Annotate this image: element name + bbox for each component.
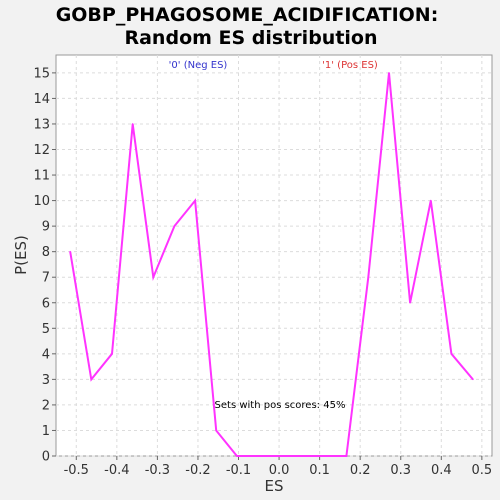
y-tick-label: 7 xyxy=(42,271,50,286)
data-point xyxy=(345,455,348,457)
y-tick-label: 13 xyxy=(33,117,50,132)
x-tick-label: -0.5 xyxy=(64,463,89,478)
pos-scores-annotation: Sets with pos scores: 45% xyxy=(215,400,346,411)
y-tick-label: 5 xyxy=(42,322,50,337)
pos-es-label: '1' (Pos ES) xyxy=(322,60,378,71)
data-point xyxy=(90,378,93,381)
y-tick-label: 9 xyxy=(42,220,50,235)
y-tick-label: 8 xyxy=(42,245,50,260)
data-point xyxy=(256,455,259,457)
y-tick-label: 1 xyxy=(42,424,50,439)
x-tick-label: 0.1 xyxy=(309,463,330,478)
grid-lines xyxy=(56,55,492,457)
y-tick-label: 14 xyxy=(33,92,50,107)
data-point xyxy=(429,199,432,202)
data-point xyxy=(215,429,218,432)
data-point xyxy=(367,276,370,279)
data-point xyxy=(388,72,390,74)
x-tick-label: 0.0 xyxy=(269,463,290,478)
y-tick-label: 6 xyxy=(42,296,50,311)
y-tick-label: 10 xyxy=(33,194,50,209)
data-point xyxy=(277,455,280,457)
data-point xyxy=(173,225,176,227)
x-axis-label: ES xyxy=(265,477,284,495)
chart-title-line1: GOBP_PHAGOSOME_ACIDIFICATION: xyxy=(56,4,439,26)
x-tick-label: -0.2 xyxy=(185,463,210,478)
data-point xyxy=(472,378,474,381)
x-tick-label: 0.2 xyxy=(350,463,371,478)
y-axis-label: P(ES) xyxy=(12,235,30,275)
x-tick-label: -0.4 xyxy=(104,463,129,478)
x-tick-label: -0.3 xyxy=(145,463,170,478)
x-tick-label: 0.3 xyxy=(390,463,411,478)
data-point xyxy=(409,301,411,304)
data-point xyxy=(236,455,238,457)
data-point xyxy=(131,123,134,125)
y-tick-label: 4 xyxy=(42,347,50,362)
data-point xyxy=(111,353,113,355)
y-tick-label: 3 xyxy=(42,373,50,388)
data-point xyxy=(152,276,155,279)
x-tick-label: 0.5 xyxy=(472,463,493,478)
chart-title-line2: Random ES distribution xyxy=(124,27,377,49)
neg-es-label: '0' (Neg ES) xyxy=(169,60,228,71)
data-point xyxy=(194,199,196,202)
series-line xyxy=(69,72,474,457)
data-point xyxy=(319,455,321,457)
x-tick-label: 0.4 xyxy=(431,463,452,478)
y-tick-label: 15 xyxy=(33,66,50,81)
y-tick-label: 2 xyxy=(42,398,50,413)
y-tick-label: 12 xyxy=(33,143,50,158)
data-point xyxy=(298,455,301,457)
x-tick-label: -0.1 xyxy=(226,463,251,478)
series-layer xyxy=(69,72,474,457)
y-tick-label: 0 xyxy=(42,450,50,465)
y-tick-label: 11 xyxy=(33,169,50,184)
data-point xyxy=(450,353,453,355)
data-point xyxy=(69,250,71,253)
